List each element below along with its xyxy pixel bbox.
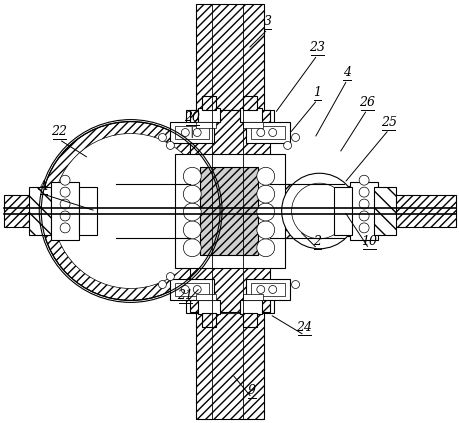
- Bar: [170, 121, 213, 143]
- Bar: [242, 294, 262, 300]
- Bar: [240, 300, 261, 314]
- Text: 24: 24: [296, 321, 312, 334]
- Circle shape: [291, 280, 299, 288]
- Bar: [334, 186, 349, 236]
- Circle shape: [60, 187, 70, 197]
- Circle shape: [183, 203, 201, 221]
- Bar: [198, 108, 219, 121]
- Circle shape: [256, 167, 274, 185]
- Bar: [51, 182, 79, 240]
- Bar: [202, 96, 216, 110]
- Bar: [196, 309, 263, 419]
- Text: 22: 22: [51, 126, 67, 138]
- Bar: [175, 126, 209, 140]
- Circle shape: [183, 239, 201, 257]
- Text: 1: 1: [313, 86, 321, 99]
- Circle shape: [60, 199, 70, 209]
- Circle shape: [158, 134, 166, 141]
- Text: 23: 23: [309, 41, 325, 54]
- Text: 20: 20: [184, 110, 200, 124]
- Bar: [334, 187, 352, 235]
- Bar: [196, 4, 263, 114]
- Bar: [196, 121, 216, 128]
- Bar: [202, 313, 216, 327]
- Text: 21: 21: [177, 289, 193, 302]
- Circle shape: [291, 134, 299, 141]
- Circle shape: [158, 280, 166, 288]
- Bar: [196, 294, 216, 300]
- Bar: [186, 110, 273, 126]
- Circle shape: [181, 129, 189, 137]
- Bar: [202, 297, 257, 313]
- Text: 9: 9: [247, 384, 255, 397]
- Circle shape: [358, 187, 368, 197]
- Bar: [200, 167, 257, 255]
- Bar: [175, 154, 284, 268]
- Text: 10: 10: [360, 235, 376, 248]
- Circle shape: [256, 239, 274, 257]
- Text: 3: 3: [263, 15, 271, 28]
- Text: 25: 25: [380, 115, 396, 129]
- Text: A: A: [39, 180, 48, 193]
- Bar: [242, 121, 262, 128]
- Circle shape: [291, 183, 347, 239]
- Bar: [242, 313, 256, 327]
- Bar: [349, 182, 377, 240]
- Circle shape: [256, 129, 264, 137]
- Circle shape: [41, 121, 219, 300]
- Circle shape: [60, 175, 70, 185]
- Bar: [29, 187, 51, 235]
- Circle shape: [60, 223, 70, 233]
- Circle shape: [256, 203, 274, 221]
- Circle shape: [166, 141, 174, 149]
- Bar: [79, 187, 97, 235]
- Bar: [250, 283, 284, 297]
- Circle shape: [256, 286, 264, 294]
- Text: 2: 2: [313, 235, 321, 248]
- Bar: [5, 195, 113, 227]
- Circle shape: [358, 211, 368, 221]
- Bar: [250, 126, 284, 140]
- Circle shape: [60, 211, 70, 221]
- Circle shape: [183, 221, 201, 239]
- Circle shape: [166, 272, 174, 280]
- Circle shape: [281, 173, 356, 249]
- Circle shape: [53, 134, 207, 288]
- Bar: [246, 279, 289, 300]
- Bar: [186, 297, 273, 313]
- Bar: [198, 300, 219, 314]
- Circle shape: [193, 129, 201, 137]
- Bar: [175, 283, 209, 297]
- Circle shape: [183, 185, 201, 203]
- Bar: [240, 108, 261, 121]
- Bar: [190, 110, 269, 312]
- Bar: [202, 110, 257, 126]
- Circle shape: [193, 286, 201, 294]
- Bar: [346, 195, 454, 227]
- Bar: [246, 121, 289, 143]
- Circle shape: [268, 286, 276, 294]
- Text: 26: 26: [358, 96, 374, 109]
- Circle shape: [256, 221, 274, 239]
- Circle shape: [358, 175, 368, 185]
- Circle shape: [358, 223, 368, 233]
- Circle shape: [181, 286, 189, 294]
- Bar: [110, 186, 125, 236]
- Bar: [116, 184, 343, 238]
- Text: 4: 4: [342, 66, 351, 79]
- Bar: [242, 96, 256, 110]
- Circle shape: [358, 199, 368, 209]
- Bar: [373, 187, 395, 235]
- Bar: [170, 279, 213, 300]
- Circle shape: [183, 167, 201, 185]
- Circle shape: [283, 141, 291, 149]
- Circle shape: [268, 129, 276, 137]
- Circle shape: [256, 185, 274, 203]
